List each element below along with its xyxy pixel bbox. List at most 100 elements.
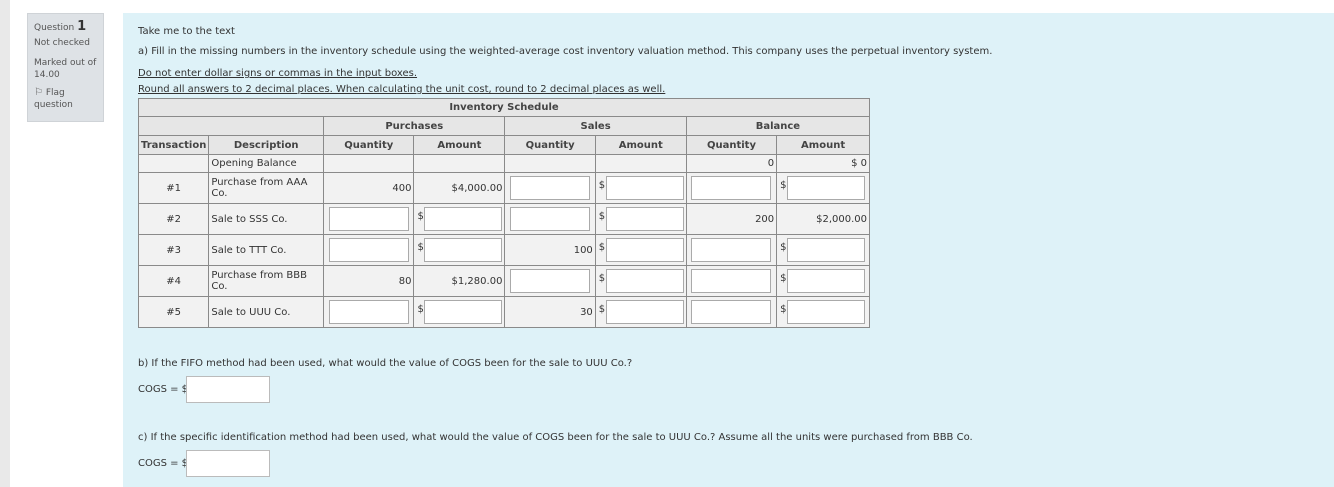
cell-balance-amount: $2,000.00 — [776, 203, 870, 235]
cell-transaction: #4 — [137, 265, 210, 297]
dollar-sign: $ — [780, 180, 787, 191]
cell-balance-quantity: 200 — [685, 203, 778, 235]
dollar-sign: $ — [598, 211, 606, 222]
cell-blank — [594, 154, 687, 173]
part-a-instructions: a) Fill in the missing numbers in the in… — [138, 46, 993, 57]
header-purchases: Purchases — [323, 116, 506, 136]
cell-transaction: #5 — [137, 296, 210, 328]
purchase-quantity-input[interactable] — [328, 238, 409, 262]
cogs-specific-label: COGS = $ — [138, 458, 189, 469]
flag-label: Flag question — [34, 88, 73, 110]
balance-quantity-input[interactable] — [691, 238, 772, 262]
cell-sales-quantity — [504, 265, 596, 297]
cell-description: Purchase from AAA Co. — [208, 172, 325, 204]
sales-quantity-input[interactable] — [510, 207, 591, 231]
sales-amount-input[interactable] — [605, 207, 684, 231]
cell-blank — [413, 154, 506, 173]
cell-purchase-quantity — [323, 203, 415, 235]
note-rounding: Round all answers to 2 decimal places. W… — [138, 84, 666, 95]
cell-sales-amount: $ — [594, 203, 687, 235]
purchase-amount-input[interactable] — [424, 238, 503, 262]
flag-icon: ⚐ — [34, 87, 43, 98]
cell-purchase-quantity — [323, 296, 415, 328]
dollar-sign: $ — [598, 304, 606, 315]
cell-sales-quantity: 30 — [504, 296, 596, 328]
cell-sales-amount: $ — [594, 296, 687, 328]
sales-quantity-input[interactable] — [510, 176, 591, 200]
question-grade: Marked out of 14.00 — [34, 58, 97, 80]
header-purchases-amount: Amount — [413, 135, 506, 155]
cell-balance-quantity — [685, 265, 778, 297]
dollar-sign: $ — [780, 304, 787, 315]
cogs-fifo-label: COGS = $ — [138, 384, 189, 395]
cell-purchase-quantity: 80 — [323, 265, 415, 297]
dollar-sign: $ — [598, 273, 606, 284]
sales-amount-input[interactable] — [605, 300, 684, 324]
cell-balance-quantity — [685, 172, 778, 204]
purchase-amount-input[interactable] — [424, 207, 503, 231]
header-purchases-quantity: Quantity — [323, 135, 415, 155]
take-me-to-text[interactable]: Take me to the text — [138, 26, 235, 37]
cell-sales-quantity — [504, 172, 596, 204]
cogs-specific-input[interactable] — [186, 450, 270, 477]
question-label: Question — [34, 23, 75, 33]
header-transaction: Transaction — [137, 135, 210, 155]
cell-balance-amount: $ — [776, 296, 870, 328]
cell-sales-quantity: 100 — [504, 234, 596, 266]
header-balance-quantity: Quantity — [685, 135, 778, 155]
cell-sales-amount: $ — [594, 172, 687, 204]
dollar-sign: $ — [417, 304, 424, 315]
question-state: Not checked — [34, 38, 90, 48]
table-row: #2 Sale to SSS Co. $ $ 200 $2,000.00 — [137, 203, 870, 235]
cell-description: Sale to SSS Co. — [208, 203, 325, 235]
flag-question-link[interactable]: ⚐ Flag question — [34, 87, 97, 111]
purchase-quantity-input[interactable] — [328, 300, 409, 324]
dollar-sign: $ — [417, 242, 424, 253]
dollar-sign: $ — [780, 273, 787, 284]
table-row-opening: Opening Balance 0 $ 0 — [137, 154, 870, 173]
balance-amount-input[interactable] — [787, 269, 866, 293]
dollar-sign: $ — [598, 180, 606, 191]
header-sales-amount: Amount — [594, 135, 687, 155]
cell-sales-amount: $ — [594, 265, 687, 297]
sales-amount-input[interactable] — [605, 269, 684, 293]
header-sales: Sales — [504, 116, 687, 136]
cell-purchase-quantity: 400 — [323, 172, 415, 204]
part-b-question: b) If the FIFO method had been used, wha… — [138, 358, 633, 369]
cell-transaction: #2 — [137, 203, 210, 235]
purchase-quantity-input[interactable] — [328, 207, 409, 231]
cell-balance-amount: $ 0 — [776, 154, 870, 173]
table-row: #4 Purchase from BBB Co. 80 $1,280.00 $ … — [137, 265, 870, 297]
balance-amount-input[interactable] — [787, 300, 866, 324]
cell-blank — [323, 154, 415, 173]
balance-amount-input[interactable] — [787, 176, 866, 200]
balance-quantity-input[interactable] — [691, 176, 772, 200]
left-margin-strip — [0, 0, 10, 487]
cogs-fifo-input[interactable] — [186, 376, 270, 403]
cell-balance-amount: $ — [776, 234, 870, 266]
cell-purchase-amount: $4,000.00 — [413, 172, 506, 204]
header-balance: Balance — [685, 116, 871, 136]
cell-description: Sale to UUU Co. — [208, 296, 325, 328]
cell-purchase-amount: $1,280.00 — [413, 265, 506, 297]
question-number-value: 1 — [77, 19, 87, 34]
question-info-panel: Question 1 Not checked Marked out of 14.… — [27, 13, 104, 122]
balance-amount-input[interactable] — [787, 238, 866, 262]
header-balance-amount: Amount — [776, 135, 870, 155]
cell-description: Opening Balance — [208, 154, 325, 173]
sales-amount-input[interactable] — [605, 176, 684, 200]
purchase-amount-input[interactable] — [424, 300, 503, 324]
cell-balance-quantity — [685, 296, 778, 328]
sales-quantity-input[interactable] — [510, 269, 591, 293]
note-no-dollar-signs: Do not enter dollar signs or commas in t… — [138, 68, 418, 79]
cell-balance-quantity — [685, 234, 778, 266]
part-c-question: c) If the specific identification method… — [138, 432, 973, 443]
inventory-schedule-table: Inventory Schedule Purchases Sales Balan… — [137, 98, 871, 328]
cell-transaction: #1 — [137, 172, 210, 204]
cell-balance-amount: $ — [776, 172, 870, 204]
question-number: Question 1 — [34, 19, 97, 34]
balance-quantity-input[interactable] — [691, 300, 772, 324]
balance-quantity-input[interactable] — [691, 269, 772, 293]
table-title: Inventory Schedule — [138, 98, 870, 117]
sales-amount-input[interactable] — [605, 238, 684, 262]
